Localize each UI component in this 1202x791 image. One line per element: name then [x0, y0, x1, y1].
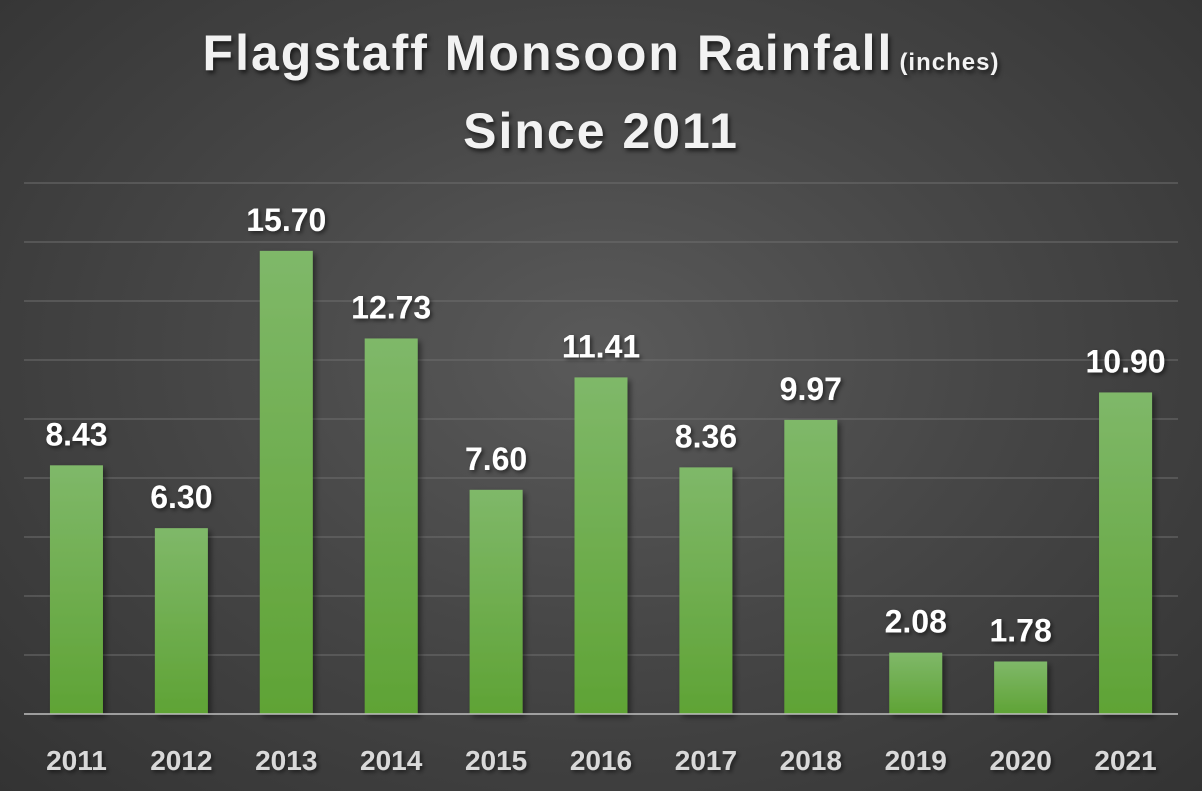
x-tick-label-2019: 2019	[885, 745, 947, 776]
bar-2012	[154, 528, 208, 714]
chart-title-unit: (inches)	[899, 49, 1000, 76]
bar-2015	[469, 489, 523, 714]
x-tick-label-2012: 2012	[150, 745, 212, 776]
data-label-2019: 2.08	[885, 604, 947, 640]
data-label-2013: 15.70	[246, 202, 326, 238]
bar-2016	[574, 377, 628, 714]
chart-title: Flagstaff Monsoon Rainfall (inches) Since…	[0, 22, 1202, 162]
data-label-2012: 6.30	[150, 479, 212, 515]
x-tick-label-2017: 2017	[675, 745, 737, 776]
x-tick-label-2020: 2020	[989, 745, 1051, 776]
data-label-2021: 10.90	[1086, 343, 1166, 379]
chart-title-line1: Flagstaff Monsoon Rainfall (inches)	[0, 22, 1202, 94]
data-label-2017: 8.36	[675, 418, 737, 454]
bar-2014	[364, 338, 418, 714]
bar-2013	[259, 250, 313, 714]
bar-2021	[1099, 392, 1153, 714]
x-tick-labels: 2011 2012 2013 2014 2015 2016 2017 2018 2019 2020…	[46, 745, 1157, 776]
chart-title-main: Flagstaff Monsoon Rainfall	[202, 25, 894, 81]
data-label-2020: 1.78	[989, 612, 1051, 648]
data-label-2011: 8.43	[45, 416, 107, 452]
data-label-2015: 7.60	[465, 441, 527, 477]
data-labels: 8.43 6.30 15.70 12.73 7.60 11.41 8.36 9.97 2.08 1…	[45, 202, 1165, 649]
bars	[49, 250, 1153, 714]
x-tick-label-2016: 2016	[570, 745, 632, 776]
bar-2018	[784, 419, 838, 714]
data-label-2016: 11.41	[562, 328, 640, 364]
bar-2011	[49, 465, 103, 714]
bar-2017	[679, 467, 733, 714]
bar-2019	[889, 652, 943, 714]
chart-title-line2: Since 2011	[463, 103, 739, 159]
data-label-2014: 12.73	[351, 289, 431, 325]
x-tick-label-2013: 2013	[255, 745, 317, 776]
x-tick-label-2018: 2018	[780, 745, 842, 776]
x-tick-label-2021: 2021	[1094, 745, 1156, 776]
x-tick-label-2011: 2011	[46, 745, 107, 776]
data-label-2018: 9.97	[780, 371, 842, 407]
x-tick-label-2015: 2015	[465, 745, 527, 776]
bar-2020	[994, 661, 1048, 714]
x-tick-label-2014: 2014	[360, 745, 423, 776]
